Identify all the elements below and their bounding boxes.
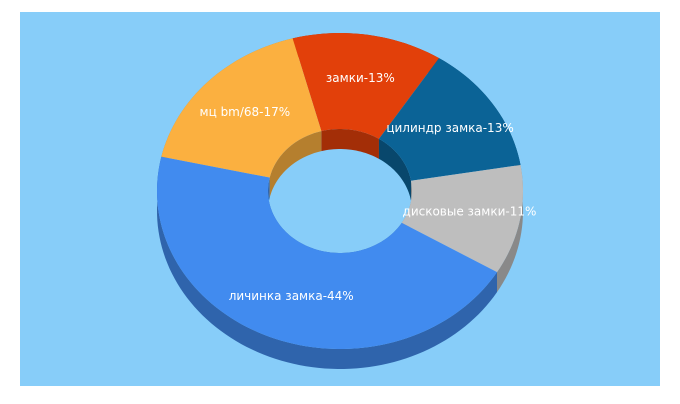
slice-outer-wall	[497, 164, 523, 293]
slice-inner-wall	[378, 138, 412, 201]
slice	[157, 156, 497, 349]
slice	[161, 38, 322, 178]
slice	[378, 58, 521, 181]
slice-inner-wall	[321, 129, 379, 159]
slice-label: мц bm/68-17%	[200, 105, 291, 119]
slice-label: цилиндр замка-13%	[386, 121, 513, 135]
slice-label: личинка замка-44%	[229, 289, 354, 303]
slice	[401, 164, 523, 273]
slice-inner-wall	[269, 131, 322, 198]
slice-label: замки-13%	[326, 71, 395, 85]
slice	[292, 33, 440, 139]
slice-label: дисковые замки-11%	[403, 205, 537, 219]
